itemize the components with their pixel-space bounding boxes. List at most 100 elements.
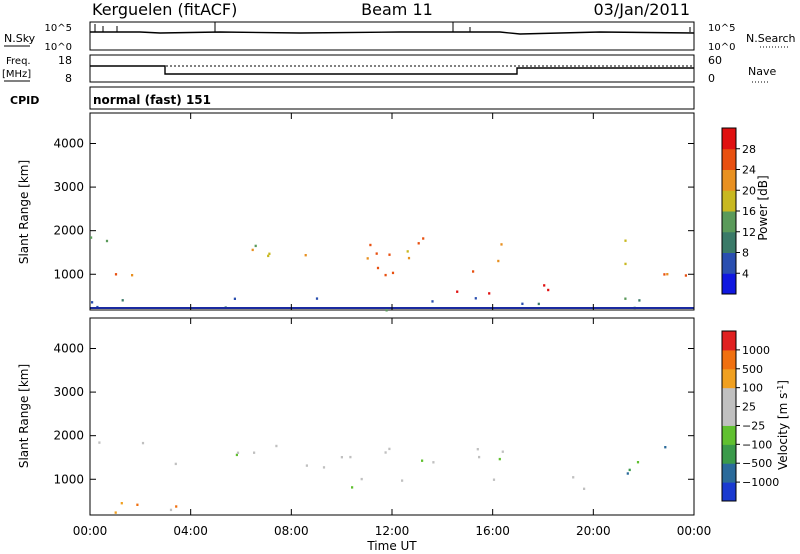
colorbar-tick-label: 20 <box>742 184 756 197</box>
echo-cell <box>114 511 117 514</box>
ytick-label: 1000 <box>53 472 84 486</box>
velocity-frame <box>89 317 695 516</box>
echo-cell <box>174 462 177 466</box>
echo-cell <box>624 262 627 266</box>
echo-cell <box>304 254 307 257</box>
nsky-label: N.Sky <box>4 32 36 45</box>
ytick-label: 3000 <box>53 180 84 194</box>
power-yaxis: 1000 2000 3000 4000 <box>53 137 694 281</box>
echo-cell <box>628 468 631 472</box>
nsky-spikes <box>94 22 691 32</box>
nave-tick-bottom: 0 <box>708 72 715 85</box>
echo-cell <box>384 273 387 277</box>
time-axis: 00:00 04:00 08:00 12:00 16:00 20:00 00:00 <box>73 113 712 538</box>
echo-cell <box>572 476 575 479</box>
colorbar-segment <box>722 387 736 408</box>
ytick-label: 2000 <box>53 224 84 238</box>
colorbar-segment <box>722 482 736 502</box>
nsky-tick-bottom: 10^0 <box>45 42 72 53</box>
colorbar-segment <box>722 425 736 445</box>
echo-cell <box>497 259 500 263</box>
velocity-colorbar-label-end: ] <box>776 380 790 385</box>
colorbar-segment <box>722 211 736 233</box>
colorbar-segment <box>722 368 736 389</box>
velocity-colorbar-label: Velocity [m s-1] <box>776 380 791 470</box>
echo-cell <box>583 487 586 490</box>
echo-cell <box>267 254 270 258</box>
echo-cell <box>369 243 372 247</box>
echo-cell <box>233 297 236 300</box>
colorbar-frame <box>721 330 737 502</box>
velocity-colorbar-label-sup: -1 <box>776 385 785 393</box>
echo-cell <box>275 444 278 448</box>
echo-cell <box>474 297 477 300</box>
colorbar-segment <box>722 190 736 212</box>
colorbar-tick-label: 1000 <box>742 344 770 357</box>
colorbar-tick-label: −500 <box>742 457 772 470</box>
velocity-colorbar-label-main: Velocity [m s <box>776 393 790 470</box>
colorbar-tick-label: 4 <box>742 267 749 280</box>
nsearch-label: N.Search <box>746 32 796 45</box>
colorbar-tick-label: −100 <box>742 438 772 451</box>
power-scatter <box>90 236 687 312</box>
ytick-label: 4000 <box>53 137 84 151</box>
echo-cell <box>537 302 540 306</box>
velocity-scatter <box>98 441 667 514</box>
echo-cell <box>388 253 391 256</box>
echo-cell <box>666 273 669 276</box>
echo-cell <box>543 284 546 287</box>
freq-unit: [MHz] <box>2 69 31 80</box>
colorbar-segment <box>722 444 736 464</box>
echo-cell <box>315 297 319 300</box>
ytick-label: 1000 <box>53 267 84 281</box>
colorbar-tick-label: 12 <box>742 226 756 239</box>
echo-cell <box>251 248 254 252</box>
echo-cell <box>141 441 145 445</box>
power-colorbar: 4 8 12 16 20 24 28 <box>721 127 756 295</box>
colorbar-tick-label: 100 <box>742 382 763 395</box>
echo-cell <box>91 301 94 304</box>
colorbar-tick-label: 16 <box>742 205 756 218</box>
echo-cell <box>401 479 404 482</box>
ytick-label: 4000 <box>53 342 84 356</box>
echo-cell <box>351 486 354 489</box>
echo-cell <box>253 451 256 454</box>
echo-cell <box>422 237 425 240</box>
xtick-label: 08:00 <box>274 524 309 538</box>
echo-cell <box>476 448 479 451</box>
xtick-label: 12:00 <box>375 524 410 538</box>
echo-cell <box>406 250 409 253</box>
echo-cell <box>492 478 496 481</box>
echo-cell <box>385 309 388 312</box>
echo-cell <box>322 466 326 469</box>
echo-cell <box>456 290 459 293</box>
echo-cell <box>664 446 667 449</box>
power-frame <box>89 112 695 311</box>
echo-cell <box>391 271 395 275</box>
echo-cell <box>121 299 124 302</box>
velocity-colorbar: 1000 500 100 25 −25 −100 −500 −1000 <box>721 330 779 502</box>
nsearch-tick-top: 10^5 <box>708 23 735 34</box>
velocity-panel: Slant Range [km] 1000 2000 3000 4000 1000 50… <box>17 317 791 516</box>
echo-cell <box>498 457 501 461</box>
echo-cell <box>501 450 504 453</box>
xtick-label: 00:00 <box>677 524 712 538</box>
freq-tick-bottom: 8 <box>65 72 72 85</box>
nsearch-tick-bottom: 10^0 <box>708 42 735 53</box>
power-panel: Slant Range [km] 1000 2000 3000 4000 4 8 12 16… <box>17 112 770 312</box>
power-colorbar-label: Power [dB] <box>756 175 770 240</box>
echo-cell <box>90 236 93 239</box>
cpid-label: CPID <box>10 94 39 107</box>
colorbar-tick-label: 28 <box>742 143 756 156</box>
xtick-label: 00:00 <box>73 524 108 538</box>
colorbar-segment <box>722 406 736 426</box>
echo-cell <box>254 244 257 248</box>
colorbar-tick-label: 25 <box>742 401 756 414</box>
xtick-label: 04:00 <box>173 524 208 538</box>
echo-cell <box>169 508 173 512</box>
echo-cell <box>136 503 139 506</box>
echo-cell <box>131 274 134 277</box>
nsky-frame <box>89 21 695 51</box>
echo-cell <box>472 270 475 273</box>
